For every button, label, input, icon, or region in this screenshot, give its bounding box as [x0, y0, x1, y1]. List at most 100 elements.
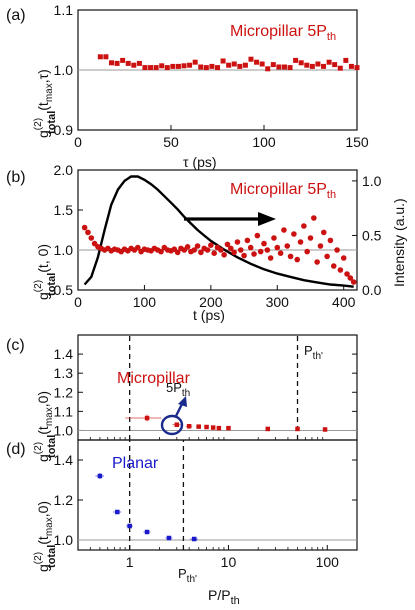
data-point	[311, 215, 317, 221]
y-tick-label: 1.0	[54, 532, 74, 548]
data-point	[298, 60, 304, 66]
data-point	[166, 535, 172, 541]
data-point	[227, 245, 234, 252]
data-point	[293, 57, 299, 63]
data-point	[192, 59, 198, 65]
y-tick-label: 0.9	[54, 122, 74, 138]
data-point	[254, 59, 260, 65]
data-point	[198, 64, 204, 70]
data-point	[203, 65, 209, 71]
data-point	[127, 523, 132, 529]
data-point	[204, 247, 211, 253]
data-point	[264, 247, 271, 253]
y-tick-label: 1.1	[54, 2, 74, 18]
data-point	[181, 63, 187, 69]
panel-d-pth-label: Pth'	[178, 566, 197, 585]
data-point	[241, 252, 247, 259]
data-point	[196, 424, 201, 429]
y-tick-label: 1.2	[54, 384, 74, 400]
data-point	[134, 244, 141, 251]
data-point	[88, 235, 95, 241]
panel-b-xlabel: t (ps)	[193, 307, 225, 323]
data-point	[284, 243, 291, 249]
data-point	[153, 65, 159, 71]
data-point	[337, 267, 344, 273]
data-point	[287, 253, 294, 260]
panel-d-label: (d)	[6, 441, 26, 458]
data-point	[108, 60, 114, 66]
data-point	[242, 62, 248, 68]
x-tick-label: 100	[133, 294, 157, 310]
data-point	[347, 275, 354, 281]
data-point	[97, 54, 103, 60]
data-point	[247, 244, 254, 251]
data-point	[159, 63, 165, 69]
data-point	[332, 62, 338, 68]
panel-b-label: (b)	[6, 169, 26, 186]
data-point	[142, 65, 148, 71]
x-tick-label: 300	[266, 294, 290, 310]
data-point	[251, 251, 257, 257]
data-point	[344, 271, 350, 277]
x-tick-label: 150	[345, 134, 369, 150]
x-tick-label: 0	[74, 134, 82, 150]
y-tick-label: 1.2	[54, 492, 74, 508]
panel-b-annotation: Micropillar 5Pth	[230, 181, 336, 201]
data-point	[270, 62, 276, 68]
data-point	[216, 425, 222, 431]
panel-d-frame	[77, 439, 358, 551]
data-point	[301, 223, 307, 229]
panel-d: (d) 1 10 100 1.0 1.2 1.4 Planar Pth' P/Pth g(…	[6, 439, 358, 607]
data-point	[226, 425, 231, 431]
data-point	[221, 252, 227, 258]
data-point	[210, 425, 216, 430]
panel-c: (c) 1.0 1.1 1.2 1.3 1.4 5Pth Micropillar Pth…	[6, 334, 358, 462]
data-point	[294, 256, 301, 263]
data-point	[174, 422, 180, 427]
data-point	[327, 237, 334, 244]
data-point	[237, 247, 244, 253]
data-point	[276, 64, 282, 70]
data-point	[158, 248, 164, 255]
y2-tick-label: 1.0	[362, 173, 382, 189]
data-point	[340, 255, 347, 261]
data-point	[211, 250, 217, 256]
panel-c-annotation: Micropillar	[117, 370, 191, 387]
data-point	[234, 239, 241, 245]
panel-b: (b) 0 100 200 300 400 0.5 1.0 1.5 2.0 0.0 0.5 1.0 M…	[6, 162, 407, 323]
panel-d-annotation: Planar	[112, 455, 159, 472]
y2-tick-label: 0.5	[362, 227, 382, 243]
data-point	[103, 54, 109, 60]
panel-a-ticks: 0 50 100 150 0.9 1.0 1.1	[54, 2, 369, 150]
data-point	[271, 235, 277, 241]
panel-c-pth-label: Pth'	[304, 343, 323, 362]
data-point	[170, 63, 176, 69]
data-point	[194, 243, 201, 249]
data-point	[348, 63, 354, 69]
panel-d-ylabel: g(2) total(tmax,0)	[33, 501, 58, 572]
data-point	[204, 424, 209, 430]
panel-a-points	[97, 54, 360, 72]
data-point	[315, 61, 321, 67]
panel-c-ylabel: g(2) total(tmax,0)	[33, 391, 58, 462]
panel-b-frame	[77, 169, 358, 291]
data-point	[187, 62, 193, 68]
y-tick-label: 1.0	[54, 242, 74, 258]
data-point	[186, 424, 192, 429]
data-point	[287, 65, 293, 71]
panel-d-points	[95, 473, 198, 542]
data-point	[226, 62, 232, 68]
data-point	[191, 536, 197, 542]
data-point	[314, 259, 320, 265]
y-tick-label: 1.4	[54, 346, 74, 362]
panel-b-arrow	[184, 212, 276, 226]
data-point	[184, 244, 191, 250]
data-point	[125, 60, 131, 66]
panel-a-xlabel: τ (ps)	[183, 154, 217, 170]
data-point	[208, 242, 214, 248]
x-tick-label: 400	[332, 294, 356, 310]
data-point	[144, 415, 150, 421]
panel-b-ylabel: g(2) total(t, 0)	[33, 244, 58, 300]
x-tick-label: 1	[126, 554, 134, 570]
